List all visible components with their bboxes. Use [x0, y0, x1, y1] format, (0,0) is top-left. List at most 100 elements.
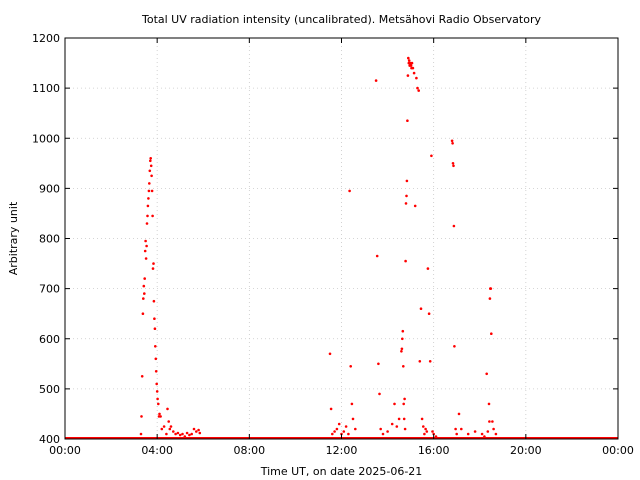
y-tick-label: 400 [39, 433, 60, 446]
y-tick-label: 800 [39, 233, 60, 246]
data-point [403, 427, 407, 431]
data-point [328, 352, 332, 356]
data-point [411, 66, 415, 70]
data-point [409, 64, 413, 67]
data-point [431, 430, 434, 433]
data-point [400, 350, 403, 353]
data-point [430, 154, 433, 158]
data-point [374, 79, 378, 82]
data-point [486, 430, 490, 433]
data-point [434, 435, 438, 438]
data-point [455, 432, 459, 436]
x-tick-label: 08:00 [233, 444, 265, 457]
data-point [141, 312, 145, 316]
data-point [344, 425, 348, 428]
data-point [153, 327, 157, 331]
data-point [451, 162, 455, 165]
data-point [151, 214, 154, 218]
data-point [406, 74, 410, 77]
data-point [406, 119, 409, 122]
data-point [165, 432, 168, 436]
data-point [169, 425, 173, 428]
data-point [466, 432, 470, 436]
data-point [473, 430, 477, 433]
data-point [166, 407, 169, 411]
data-point [147, 189, 151, 193]
data-point [450, 139, 454, 143]
data-point [378, 392, 381, 396]
data-point [148, 169, 152, 173]
data-point [390, 422, 394, 426]
x-tick-label: 12:00 [326, 444, 358, 457]
data-point [402, 402, 406, 406]
data-point [451, 142, 454, 145]
data-point [419, 307, 423, 311]
y-tick-label: 1200 [32, 32, 60, 45]
data-point [335, 427, 339, 431]
data-point [149, 159, 152, 163]
data-point [167, 420, 170, 423]
data-point [426, 267, 430, 270]
data-point [147, 197, 150, 200]
data-point [381, 432, 385, 436]
data-point [162, 425, 166, 428]
y-axis-label: Arbitrary unit [7, 201, 20, 275]
data-point [347, 432, 350, 436]
data-point [195, 430, 198, 433]
data-point [377, 362, 380, 366]
data-point [427, 312, 431, 316]
data-point [410, 61, 414, 65]
data-point [153, 317, 156, 321]
data-point [176, 431, 180, 435]
data-point [150, 189, 154, 193]
axis-ticks: 00:00 04:00 08:00 12:00 16:00 20:00 00:0040050… [32, 32, 634, 457]
data-point [401, 337, 404, 341]
data-point [351, 417, 355, 421]
x-tick-label: 16:00 [418, 444, 450, 457]
data-point [151, 267, 155, 270]
data-point [407, 56, 410, 60]
data-point [146, 214, 149, 218]
data-point [350, 402, 354, 406]
data-point [453, 345, 456, 348]
data-point [142, 297, 145, 300]
grid-lines [65, 38, 618, 439]
data-point [379, 427, 383, 431]
data-point [402, 365, 405, 368]
data-point [145, 244, 148, 248]
data-point [159, 415, 162, 418]
y-tick-label: 500 [39, 383, 60, 396]
data-point [154, 357, 158, 361]
data-point [155, 382, 158, 386]
data-point [337, 422, 341, 426]
data-point [400, 347, 404, 351]
data-point [395, 425, 399, 428]
data-point [494, 432, 498, 436]
data-point [402, 417, 406, 421]
data-point [452, 224, 456, 228]
data-point [490, 332, 493, 336]
data-point [342, 430, 346, 433]
data-point [140, 375, 144, 378]
data-point [417, 89, 421, 92]
data-point [491, 420, 494, 423]
data-point [413, 204, 417, 208]
y-tick-label: 600 [39, 333, 60, 346]
y-tick-label: 700 [39, 283, 60, 296]
data-point [386, 430, 389, 433]
data-point [188, 433, 191, 437]
data-point [348, 189, 351, 193]
data-point [401, 329, 405, 333]
data-point [452, 164, 455, 168]
data-point [416, 86, 419, 90]
data-point [160, 427, 164, 431]
data-point [156, 397, 159, 401]
data-point [172, 430, 175, 433]
data-point [192, 427, 196, 431]
data-point [174, 432, 177, 436]
data-point [143, 249, 147, 253]
data-point [492, 427, 495, 431]
data-point [329, 407, 333, 411]
data-point [457, 412, 461, 416]
data-point [154, 370, 158, 373]
